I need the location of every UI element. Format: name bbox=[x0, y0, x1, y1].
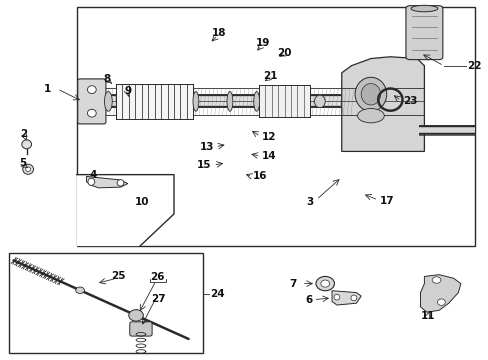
Text: 8: 8 bbox=[103, 74, 111, 84]
Text: 2: 2 bbox=[20, 129, 27, 139]
Ellipse shape bbox=[87, 109, 96, 117]
FancyBboxPatch shape bbox=[405, 6, 442, 60]
Ellipse shape bbox=[226, 91, 232, 111]
Ellipse shape bbox=[23, 164, 33, 174]
Ellipse shape bbox=[314, 95, 325, 108]
Polygon shape bbox=[420, 275, 460, 312]
FancyBboxPatch shape bbox=[78, 79, 106, 124]
Text: 14: 14 bbox=[261, 151, 276, 161]
Bar bbox=[259, 85, 309, 117]
Text: 23: 23 bbox=[402, 96, 417, 106]
Polygon shape bbox=[341, 57, 424, 152]
Ellipse shape bbox=[22, 140, 31, 149]
Ellipse shape bbox=[431, 277, 440, 283]
Ellipse shape bbox=[357, 109, 384, 123]
Text: 5: 5 bbox=[20, 158, 27, 168]
Text: 18: 18 bbox=[211, 28, 226, 38]
Ellipse shape bbox=[350, 295, 356, 301]
Ellipse shape bbox=[88, 178, 95, 185]
Text: 20: 20 bbox=[277, 48, 291, 58]
Bar bbox=[77, 7, 474, 246]
Text: 3: 3 bbox=[306, 197, 313, 207]
FancyBboxPatch shape bbox=[129, 322, 152, 336]
Ellipse shape bbox=[193, 91, 199, 111]
Text: 22: 22 bbox=[466, 61, 481, 71]
Text: 21: 21 bbox=[263, 71, 277, 81]
Text: 16: 16 bbox=[253, 171, 267, 181]
Ellipse shape bbox=[437, 299, 445, 305]
Text: 15: 15 bbox=[197, 160, 211, 170]
Text: 25: 25 bbox=[111, 271, 125, 281]
Text: 10: 10 bbox=[135, 197, 149, 207]
Polygon shape bbox=[86, 176, 127, 188]
Ellipse shape bbox=[320, 280, 329, 287]
Bar bbox=[116, 84, 193, 118]
Bar bbox=[9, 253, 203, 353]
Text: 13: 13 bbox=[199, 142, 213, 152]
Ellipse shape bbox=[87, 86, 96, 94]
Ellipse shape bbox=[315, 276, 334, 291]
Ellipse shape bbox=[128, 310, 143, 321]
Text: 9: 9 bbox=[124, 86, 131, 96]
Ellipse shape bbox=[410, 5, 437, 12]
Text: 6: 6 bbox=[305, 295, 312, 305]
Polygon shape bbox=[77, 175, 174, 246]
Text: 26: 26 bbox=[149, 272, 164, 282]
Text: 11: 11 bbox=[420, 311, 435, 321]
Ellipse shape bbox=[333, 294, 339, 300]
Text: 4: 4 bbox=[89, 170, 96, 180]
Ellipse shape bbox=[76, 287, 84, 293]
Text: 7: 7 bbox=[289, 279, 296, 289]
Ellipse shape bbox=[354, 77, 386, 111]
Ellipse shape bbox=[253, 91, 259, 111]
Text: 12: 12 bbox=[261, 132, 275, 142]
Text: 19: 19 bbox=[255, 38, 269, 48]
Ellipse shape bbox=[26, 167, 30, 172]
Ellipse shape bbox=[117, 180, 123, 186]
Text: 1: 1 bbox=[44, 84, 51, 94]
Text: 17: 17 bbox=[379, 196, 393, 206]
Text: 27: 27 bbox=[150, 294, 165, 303]
Ellipse shape bbox=[361, 84, 380, 105]
Text: 24: 24 bbox=[210, 289, 224, 298]
Ellipse shape bbox=[104, 91, 112, 111]
Polygon shape bbox=[331, 291, 361, 305]
